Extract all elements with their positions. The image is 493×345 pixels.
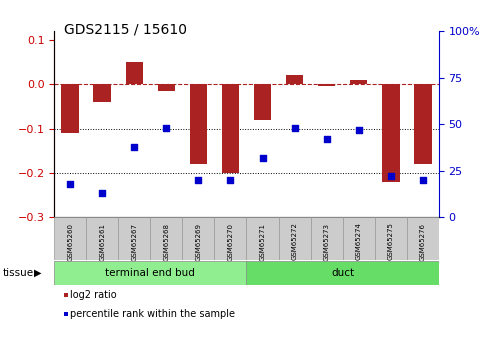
Point	[258, 155, 266, 160]
Bar	[62, 84, 79, 133]
Point	[387, 174, 394, 179]
Bar	[214, 217, 246, 260]
Text: GSM65272: GSM65272	[291, 223, 298, 260]
Text: GDS2115 / 15610: GDS2115 / 15610	[64, 22, 187, 37]
Text: duct: duct	[331, 268, 354, 278]
Bar	[414, 84, 431, 164]
Text: terminal end bud: terminal end bud	[106, 268, 195, 278]
Bar	[246, 217, 279, 260]
Bar	[54, 217, 86, 260]
Point	[419, 177, 426, 183]
Bar	[350, 80, 367, 84]
Bar	[222, 84, 239, 173]
Text: log2 ratio: log2 ratio	[70, 290, 117, 300]
Bar	[286, 76, 303, 84]
Text: GSM65267: GSM65267	[131, 223, 138, 260]
Bar	[182, 217, 214, 260]
Bar	[150, 217, 182, 260]
Bar	[86, 217, 118, 260]
Text: GSM65275: GSM65275	[387, 223, 394, 260]
Point	[130, 144, 138, 149]
Bar	[343, 217, 375, 260]
Bar	[279, 217, 311, 260]
Bar	[190, 84, 207, 164]
Text: GSM65273: GSM65273	[323, 223, 330, 260]
Point	[226, 177, 234, 183]
Point	[194, 177, 202, 183]
Text: tissue: tissue	[2, 268, 34, 278]
Bar	[382, 84, 399, 182]
Bar	[311, 217, 343, 260]
Text: GSM65261: GSM65261	[99, 223, 106, 260]
Text: GSM65260: GSM65260	[67, 223, 73, 260]
Bar	[254, 84, 271, 120]
Bar	[407, 217, 439, 260]
Text: GSM65269: GSM65269	[195, 223, 202, 260]
Point	[66, 181, 74, 187]
Bar	[375, 217, 407, 260]
Text: percentile rank within the sample: percentile rank within the sample	[70, 309, 235, 319]
Bar	[94, 84, 111, 102]
Bar	[158, 84, 175, 91]
Bar	[118, 217, 150, 260]
Point	[354, 127, 362, 132]
Bar	[54, 261, 246, 285]
Text: GSM65268: GSM65268	[163, 223, 170, 260]
Bar	[126, 62, 143, 84]
Text: GSM65270: GSM65270	[227, 223, 234, 260]
Point	[322, 136, 330, 142]
Bar	[318, 84, 335, 87]
Text: GSM65271: GSM65271	[259, 223, 266, 260]
Bar	[246, 261, 439, 285]
Text: GSM65274: GSM65274	[355, 223, 362, 260]
Text: GSM65276: GSM65276	[420, 223, 426, 260]
Text: ▶: ▶	[34, 268, 41, 278]
Point	[98, 190, 106, 196]
Point	[162, 125, 170, 131]
Point	[290, 125, 298, 131]
